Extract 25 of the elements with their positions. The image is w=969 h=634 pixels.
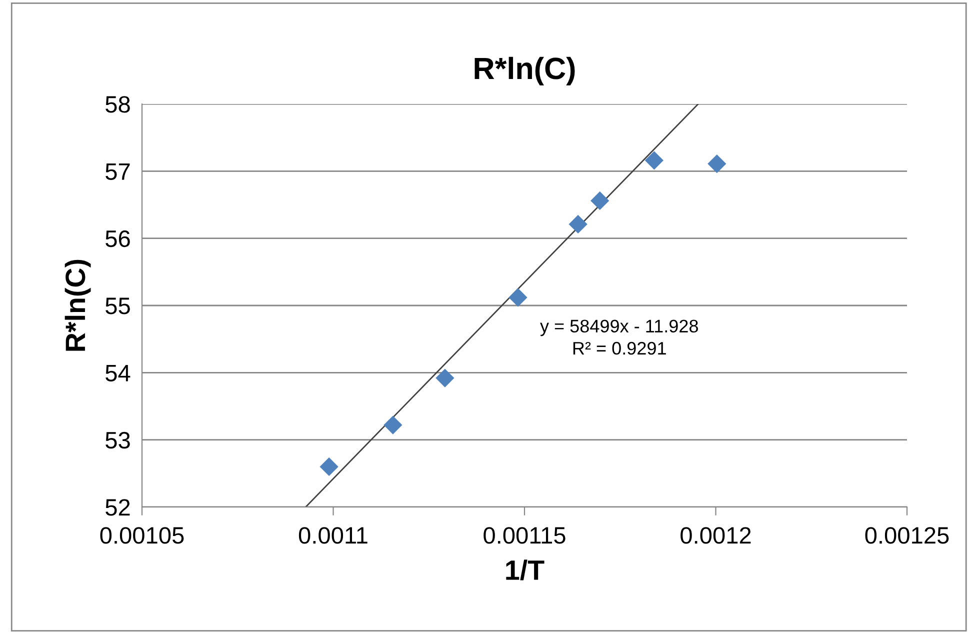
point [590,191,610,210]
point [384,416,402,434]
annotation: R² = 0.9291 [573,342,666,355]
chart-title: R*ln(C) [474,56,575,86]
x-axis-title: 1/T [506,560,544,580]
y-axis-title: R*ln(C) [64,260,91,351]
y-tick-label: 55 [106,298,130,314]
y-tick-label: 53 [106,432,130,449]
point [436,368,454,388]
y-tick-label: 57 [106,163,130,180]
point [320,457,338,476]
x-tick-label: 0.00115 [484,527,566,544]
point [568,214,588,234]
x-tick-label: 0.00125 [865,527,949,544]
point [508,288,528,307]
annotation: y = 58499x - 11.928 [540,320,698,336]
point [644,151,664,170]
x-tick-label: 0.0011 [298,527,368,544]
y-tick-label: 58 [106,96,130,113]
y-tick-label: 52 [106,499,130,516]
x-tick-label: 0.0012 [680,527,751,544]
point [708,154,726,174]
x-tick-label: 0.00105 [100,527,184,544]
y-tick-label: 56 [106,230,130,248]
y-tick-label: 54 [106,364,130,382]
